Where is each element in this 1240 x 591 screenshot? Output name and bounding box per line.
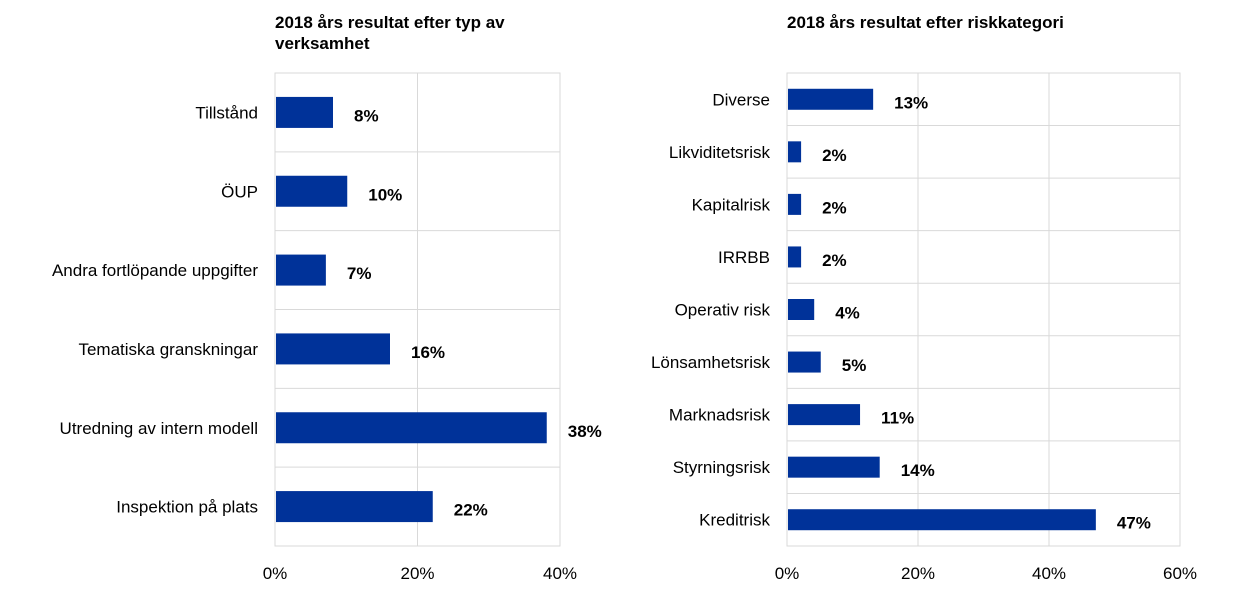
right-chart-title: 2018 års resultat efter riskkategori <box>787 13 1064 32</box>
left-category-label: Andra fortlöpande uppgifter <box>52 261 258 280</box>
left-bar <box>276 254 326 286</box>
right-bar <box>788 509 1096 531</box>
left-x-tick-label: 0% <box>263 564 288 583</box>
left-bar <box>276 333 390 365</box>
left-bar <box>276 491 433 523</box>
right-bar <box>788 141 802 163</box>
left-value-label: 7% <box>347 264 372 283</box>
left-category-label: ÖUP <box>221 182 258 201</box>
right-bar <box>788 193 802 215</box>
left-category-label: Inspektion på plats <box>116 498 258 517</box>
right-category-label: Lönsamhetsrisk <box>651 353 771 372</box>
right-value-label: 11% <box>881 409 914 428</box>
right-category-label: IRRBB <box>718 248 770 267</box>
right-category-label: Likviditetsrisk <box>669 143 771 162</box>
right-value-label: 13% <box>894 93 928 112</box>
right-x-tick-label: 60% <box>1163 564 1197 583</box>
right-x-tick-label: 0% <box>775 564 800 583</box>
right-x-tick-label: 20% <box>901 564 935 583</box>
right-bar <box>788 351 821 373</box>
left-bar <box>276 96 333 128</box>
left-value-label: 10% <box>368 185 402 204</box>
right-x-tick-label: 40% <box>1032 564 1066 583</box>
left-bar <box>276 175 348 207</box>
left-value-label: 38% <box>568 422 602 441</box>
right-value-label: 2% <box>822 198 847 217</box>
left-x-tick-label: 40% <box>543 564 577 583</box>
right-value-label: 2% <box>822 251 847 270</box>
left-value-label: 22% <box>454 501 488 520</box>
right-value-label: 14% <box>901 461 935 480</box>
right-bar <box>788 88 874 110</box>
right-bar <box>788 246 802 268</box>
right-category-label: Operativ risk <box>675 301 771 320</box>
right-value-label: 5% <box>842 356 867 375</box>
right-category-label: Kreditrisk <box>699 511 770 530</box>
left-category-label: Utredning av intern modell <box>60 419 258 438</box>
right-category-label: Styrningsrisk <box>673 458 771 477</box>
left-value-label: 8% <box>354 106 379 125</box>
right-bar <box>788 456 880 478</box>
right-bar <box>788 299 815 320</box>
left-chart-title: 2018 års resultat efter typ av verksamhe… <box>275 13 505 53</box>
left-bar <box>276 412 547 444</box>
left-category-label: Tillstånd <box>195 103 258 122</box>
right-category-label: Diverse <box>712 90 770 109</box>
right-category-label: Kapitalrisk <box>692 195 771 214</box>
right-value-label: 4% <box>835 304 860 323</box>
right-value-label: 2% <box>822 146 847 165</box>
right-value-label: 47% <box>1117 514 1151 533</box>
right-category-label: Marknadsrisk <box>669 406 771 425</box>
right-bar <box>788 404 861 426</box>
left-category-label: Tematiska granskningar <box>78 340 258 359</box>
left-value-label: 16% <box>411 343 445 362</box>
left-x-tick-label: 20% <box>400 564 434 583</box>
